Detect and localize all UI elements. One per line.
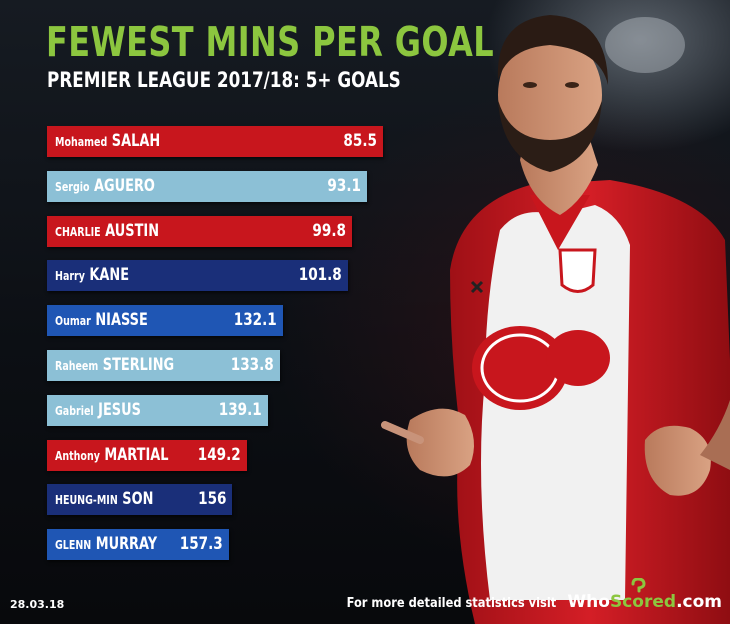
bar-martial: Anthony MARTIAL 149.2 [47,439,247,471]
player-last-name: MURRAY [95,534,158,555]
player-last-name: SALAH [111,131,161,151]
bar-label: Harry KANE [55,260,129,291]
bar-label: Raheem STERLING [55,350,174,381]
bar-value-label: 132.1 [233,310,277,331]
brand-com: .com [676,592,722,612]
bar-value-label: 93.1 [327,175,361,196]
player-illustration [381,15,730,624]
player-last-name: SON [122,489,154,510]
bar-label: GLENN MURRAY [55,529,157,560]
bar-value-label: 156 [197,489,226,510]
bar-aguero: Sergio AGUERO 93.1 [47,170,367,202]
brand-who: Who [567,592,610,612]
bar-value-label: 85.5 [343,131,377,151]
footer-text: For more detailed statistics visit [346,596,556,611]
bar-label: Mohamed SALAH [55,126,160,157]
player-first-name: Oumar [55,313,91,329]
brand-scored: Scored [609,592,677,612]
player-last-name: KANE [89,265,130,286]
date-label: 28.03.18 [10,598,65,611]
bar-murray: GLENN MURRAY 157.3 [47,529,229,561]
player-last-name: NIASSE [95,310,148,331]
bar-value-label: 149.2 [197,444,241,465]
player-first-name: Sergio [55,178,90,194]
bar-austin: CHARLIE AUSTIN 99.8 [47,215,352,247]
player-first-name: Gabriel [55,402,94,418]
player-first-name: Mohamed [55,134,108,149]
bar-label: CHARLIE AUSTIN [55,216,159,247]
bar-value-label: 133.8 [230,355,274,375]
chart-title: FEWEST MINS PER GOAL [46,18,495,66]
bar-label: Sergio AGUERO [55,171,155,202]
player-first-name: HEUNG-MIN [55,492,118,508]
bar-label: HEUNG-MIN SON [55,484,153,515]
bar-label: Oumar NIASSE [55,305,148,336]
bar-value-label: 101.8 [298,265,342,286]
bar-jesus: Gabriel JESUS 139.1 [47,394,268,426]
player-first-name: GLENN [55,537,92,553]
bar-sterling: Raheem STERLING 133.8 [47,350,280,381]
player-last-name: JESUS [98,399,141,420]
player-last-name: STERLING [102,355,175,375]
question-mark-icon [631,578,646,593]
chart-subtitle: PREMIER LEAGUE 2017/18: 5+ GOALS [47,68,401,92]
bar-kane: Harry KANE 101.8 [47,260,348,292]
player-first-name: Raheem [55,358,99,373]
player-first-name: Anthony [55,447,100,463]
bar-value-label: 157.3 [179,534,223,555]
player-last-name: AGUERO [94,175,155,196]
player-first-name: Harry [55,268,85,284]
bar-son: HEUNG-MIN SON 156 [47,484,232,516]
footer: For more detailed statistics visit WhoSc… [318,578,722,612]
whoscored-logo[interactable]: WhoScored.com [567,578,722,612]
bar-label: Gabriel JESUS [55,395,141,426]
bar-value-label: 99.8 [312,220,346,241]
player-first-name: CHARLIE [55,223,101,239]
bar-value-label: 139.1 [218,399,262,420]
bar-niasse: Oumar NIASSE 132.1 [47,305,283,337]
player-last-name: MARTIAL [104,444,169,465]
bar-salah: Mohamed SALAH 85.5 [47,126,383,157]
player-last-name: AUSTIN [105,220,160,241]
bar-label: Anthony MARTIAL [55,440,168,471]
